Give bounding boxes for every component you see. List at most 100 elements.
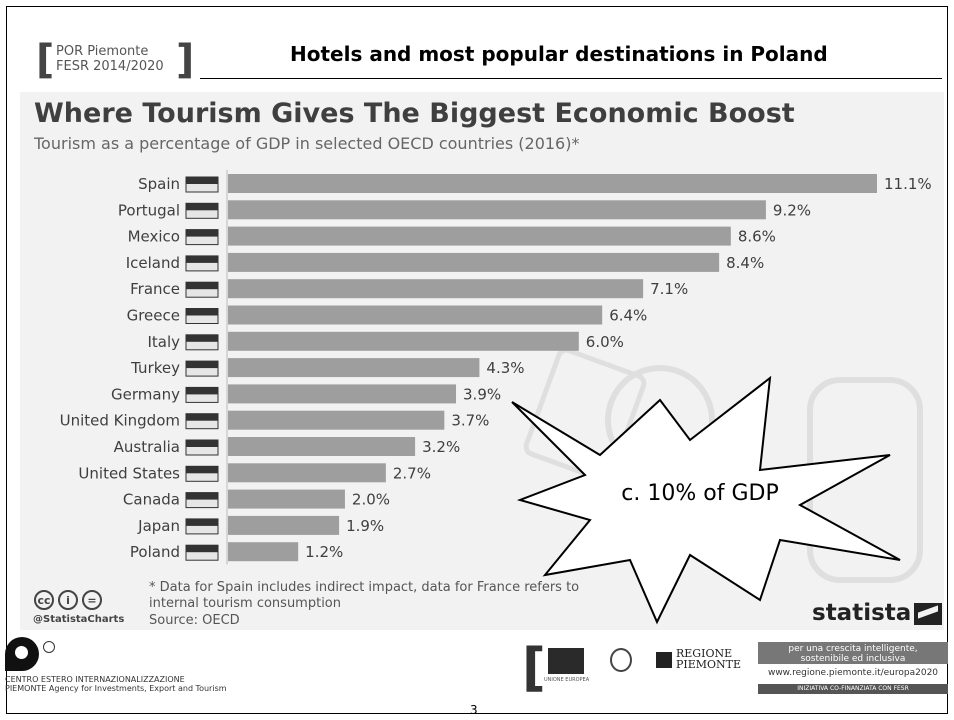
bar-11 [228, 463, 386, 483]
category-label-4: France [130, 280, 180, 298]
category-label-0: Spain [138, 175, 180, 193]
bar-2 [228, 226, 731, 246]
bar-12 [228, 489, 345, 509]
flag-icon-stripe-13 [186, 518, 218, 526]
footnote-line2: internal tourism consumption [149, 596, 341, 611]
value-label-8: 3.9% [463, 385, 501, 403]
bar-6 [228, 331, 579, 351]
category-label-13: Japan [137, 517, 180, 535]
statista-brand: statista [812, 600, 912, 626]
flag-icon-stripe-1 [186, 203, 218, 211]
annotation-text: c. 10% of GDP [621, 481, 778, 506]
bar-3 [228, 252, 720, 272]
globe-icon [43, 641, 55, 653]
flag-icon-stripe-4 [186, 282, 218, 290]
flag-icon-stripe-14 [186, 545, 218, 553]
value-label-9: 3.7% [451, 412, 489, 430]
eu-label: UNIONE EUROPEA [544, 677, 590, 683]
value-label-2: 8.6% [738, 228, 776, 246]
statista-logo-icon [914, 603, 942, 625]
regione-line1: REGIONE [676, 647, 733, 660]
por-piemonte-logo: [ POR Piemonte FESR 2014/2020 ] [36, 37, 195, 83]
category-label-9: United Kingdom [60, 412, 180, 430]
category-label-14: Poland [130, 543, 180, 561]
slide-title: Hotels and most popular destinations in … [290, 42, 828, 66]
value-label-3: 8.4% [726, 254, 764, 272]
eu-flag-icon [548, 648, 584, 674]
attribution-icon: i [58, 590, 78, 610]
ceip-logo: CENTRO ESTERO INTERNAZIONALIZZAZIONE PIE… [5, 637, 245, 693]
page-number: 3 [470, 703, 478, 717]
category-label-2: Mexico [128, 228, 180, 246]
ceip-line1: CENTRO ESTERO INTERNAZIONALIZZAZIONE [5, 675, 185, 684]
category-label-11: United States [78, 464, 180, 482]
flag-icon-stripe-2 [186, 229, 218, 237]
category-label-10: Australia [114, 438, 180, 456]
value-label-6: 6.0% [586, 333, 624, 351]
por-logo-line1: POR Piemonte [56, 44, 149, 59]
italy-emblem-icon [610, 648, 632, 672]
regione-flag-icon [656, 652, 672, 668]
flag-icon-stripe-6 [186, 334, 218, 342]
bar-0 [228, 174, 877, 193]
category-label-6: Italy [147, 333, 180, 351]
chart-title: Where Tourism Gives The Biggest Economic… [34, 98, 795, 129]
regione-line2: PIEMONTE [676, 658, 742, 671]
fesr-box-line1: per una crescita intelligente, [788, 644, 918, 654]
ceip-line2: PIEMONTE Agency for Investments, Export … [5, 684, 227, 693]
flag-icon-stripe-10 [186, 440, 218, 447]
bar-7 [228, 358, 480, 378]
fesr-box-line2: sostenibile ed inclusiva [800, 654, 906, 664]
bracket-icon: [ [522, 638, 546, 698]
category-label-5: Greece [127, 307, 180, 325]
chart-footnote: * Data for Spain includes indirect impac… [149, 580, 579, 612]
value-label-12: 2.0% [352, 491, 390, 509]
category-label-8: Germany [111, 385, 180, 403]
category-label-12: Canada [123, 491, 180, 509]
value-label-10: 3.2% [422, 438, 460, 456]
flag-icon-stripe-9 [186, 413, 218, 421]
bar-8 [228, 384, 457, 404]
bar-13 [228, 515, 340, 535]
creative-commons-icons: cc i = [34, 590, 102, 610]
header-divider [200, 78, 942, 79]
ceip-p-icon [5, 637, 39, 671]
por-logo-line2: FESR 2014/2020 [56, 59, 164, 74]
value-label-11: 2.7% [393, 464, 431, 482]
value-label-5: 6.4% [609, 307, 647, 325]
bar-10 [228, 437, 416, 456]
regione-piemonte-label: REGIONE PIEMONTE [676, 648, 741, 670]
category-label-3: Iceland [126, 254, 180, 272]
statista-handle: @StatistaCharts [33, 614, 125, 625]
flag-icon-stripe-11 [186, 466, 218, 474]
fesr-box-bottom: INIZIATIVA CO-FINANZIATA CON FESR [758, 684, 948, 694]
flag-icon-stripe-5 [186, 308, 218, 316]
category-label-7: Turkey [130, 359, 180, 377]
value-label-4: 7.1% [650, 280, 688, 298]
starburst-callout [511, 375, 901, 625]
flag-icon-stripe-7 [186, 361, 218, 369]
cc-icon: cc [34, 590, 54, 610]
value-label-0: 11.1% [884, 175, 932, 193]
chart-source: Source: OECD [149, 613, 240, 628]
category-label-1: Portugal [118, 201, 180, 219]
fesr-url: www.regione.piemonte.it/europa2020 [767, 668, 939, 678]
fesr-box: per una crescita intelligente, sostenibi… [758, 642, 948, 698]
flag-icon-stripe-8 [186, 387, 218, 395]
value-label-13: 1.9% [346, 517, 384, 535]
flag-icon-stripe-12 [186, 492, 218, 500]
value-label-7: 4.3% [486, 359, 524, 377]
value-label-1: 9.2% [773, 201, 811, 219]
value-label-14: 1.2% [305, 543, 343, 561]
bar-5 [228, 305, 603, 325]
bar-4 [228, 279, 644, 299]
funding-logos: [ UNIONE EUROPEA REGIONE PIEMONTE per un… [522, 638, 948, 698]
bar-14 [228, 542, 299, 562]
chart-subtitle: Tourism as a percentage of GDP in select… [34, 134, 580, 153]
bar-9 [228, 410, 445, 430]
footnote-line1: * Data for Spain includes indirect impac… [149, 580, 580, 595]
bar-1 [228, 200, 766, 220]
flag-icon-stripe-0 [186, 177, 218, 184]
